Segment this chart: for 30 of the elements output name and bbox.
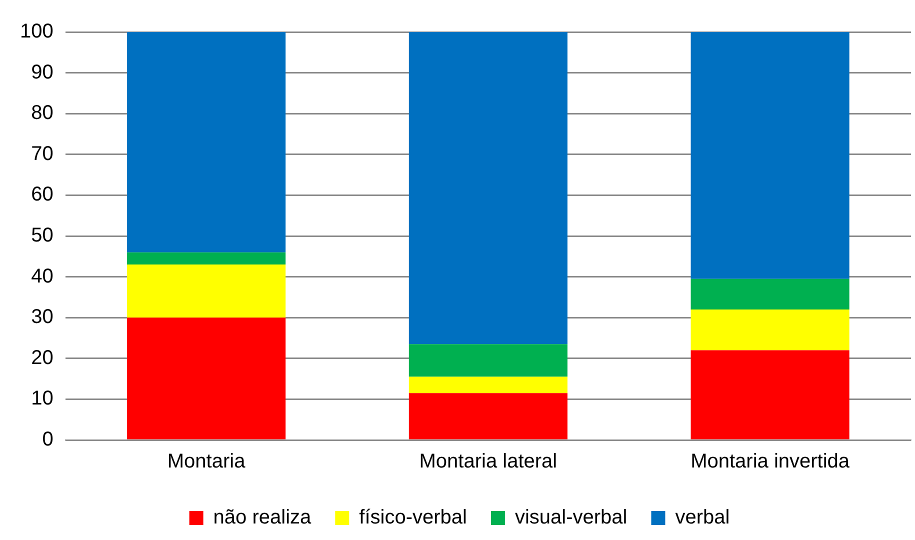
bar [690, 32, 850, 279]
bar [690, 278, 850, 310]
bar [408, 393, 568, 440]
legend-label: físico-verbal [359, 506, 467, 529]
y-tick-label: 90 [31, 61, 54, 84]
bar [127, 32, 286, 252]
bar [408, 32, 568, 344]
bar [408, 376, 568, 394]
y-tick-label: 50 [31, 224, 54, 247]
y-tick-label: 80 [31, 102, 54, 124]
y-tick-label: 20 [31, 346, 54, 369]
bar [127, 264, 286, 318]
x-tick-label: Montaria [167, 450, 246, 473]
bar [690, 350, 850, 440]
y-tick-label: 70 [31, 142, 54, 165]
bar [127, 252, 286, 265]
bar [127, 318, 286, 440]
legend-label: verbal [675, 506, 730, 529]
bar [690, 309, 850, 350]
legend-label: visual-verbal [514, 506, 628, 529]
y-tick-label: 10 [31, 388, 54, 410]
x-tick-label: Montaria invertida [690, 450, 850, 473]
y-tick-label: 30 [31, 306, 54, 328]
y-tick-label: 40 [31, 265, 54, 288]
x-tick-label: Montaria lateral [419, 450, 558, 473]
y-tick-label: 100 [20, 20, 54, 43]
legend-label: não realiza [213, 506, 312, 529]
y-tick-label: 60 [31, 184, 54, 206]
bar [408, 344, 568, 377]
y-tick-label: 0 [42, 428, 54, 451]
